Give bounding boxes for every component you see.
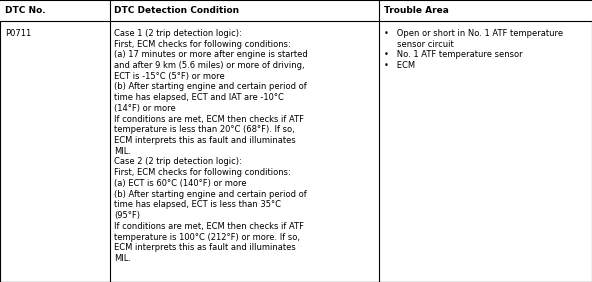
Text: If conditions are met, ECM then checks if ATF: If conditions are met, ECM then checks i… [114,222,304,231]
Text: DTC No.: DTC No. [5,6,46,15]
Text: MIL.: MIL. [114,254,131,263]
Text: ECM interprets this as fault and illuminates: ECM interprets this as fault and illumin… [114,243,296,252]
Text: First, ECM checks for following conditions:: First, ECM checks for following conditio… [114,168,291,177]
Text: Case 1 (2 trip detection logic):: Case 1 (2 trip detection logic): [114,29,242,38]
Text: time has elapsed, ECT is less than 35°C: time has elapsed, ECT is less than 35°C [114,201,281,209]
Text: (b) After starting engine and certain period of: (b) After starting engine and certain pe… [114,190,307,199]
Text: (14°F) or more: (14°F) or more [114,104,176,113]
Text: •   Open or short in No. 1 ATF temperature: • Open or short in No. 1 ATF temperature [384,29,563,38]
Text: (a) ECT is 60°C (140°F) or more: (a) ECT is 60°C (140°F) or more [114,179,247,188]
Text: (95°F): (95°F) [114,211,140,220]
Text: and after 9 km (5.6 miles) or more of driving,: and after 9 km (5.6 miles) or more of dr… [114,61,305,70]
Text: ECT is -15°C (5°F) or more: ECT is -15°C (5°F) or more [114,72,225,81]
Text: (b) After starting engine and certain period of: (b) After starting engine and certain pe… [114,83,307,91]
Text: Case 2 (2 trip detection logic):: Case 2 (2 trip detection logic): [114,158,242,166]
Text: First, ECM checks for following conditions:: First, ECM checks for following conditio… [114,39,291,49]
Text: DTC Detection Condition: DTC Detection Condition [114,6,239,15]
Text: If conditions are met, ECM then checks if ATF: If conditions are met, ECM then checks i… [114,115,304,124]
Text: (a) 17 minutes or more after engine is started: (a) 17 minutes or more after engine is s… [114,50,308,59]
Text: Trouble Area: Trouble Area [384,6,449,15]
Text: ECM interprets this as fault and illuminates: ECM interprets this as fault and illumin… [114,136,296,145]
Text: MIL.: MIL. [114,147,131,156]
Text: time has elapsed, ECT and IAT are -10°C: time has elapsed, ECT and IAT are -10°C [114,93,284,102]
Text: temperature is less than 20°C (68°F). If so,: temperature is less than 20°C (68°F). If… [114,125,295,134]
Text: •   ECM: • ECM [384,61,415,70]
Text: sensor circuit: sensor circuit [384,39,453,49]
Text: •   No. 1 ATF temperature sensor: • No. 1 ATF temperature sensor [384,50,522,59]
Text: temperature is 100°C (212°F) or more. If so,: temperature is 100°C (212°F) or more. If… [114,233,300,241]
Bar [0,0,592,21]
Text: P0711: P0711 [5,29,31,38]
